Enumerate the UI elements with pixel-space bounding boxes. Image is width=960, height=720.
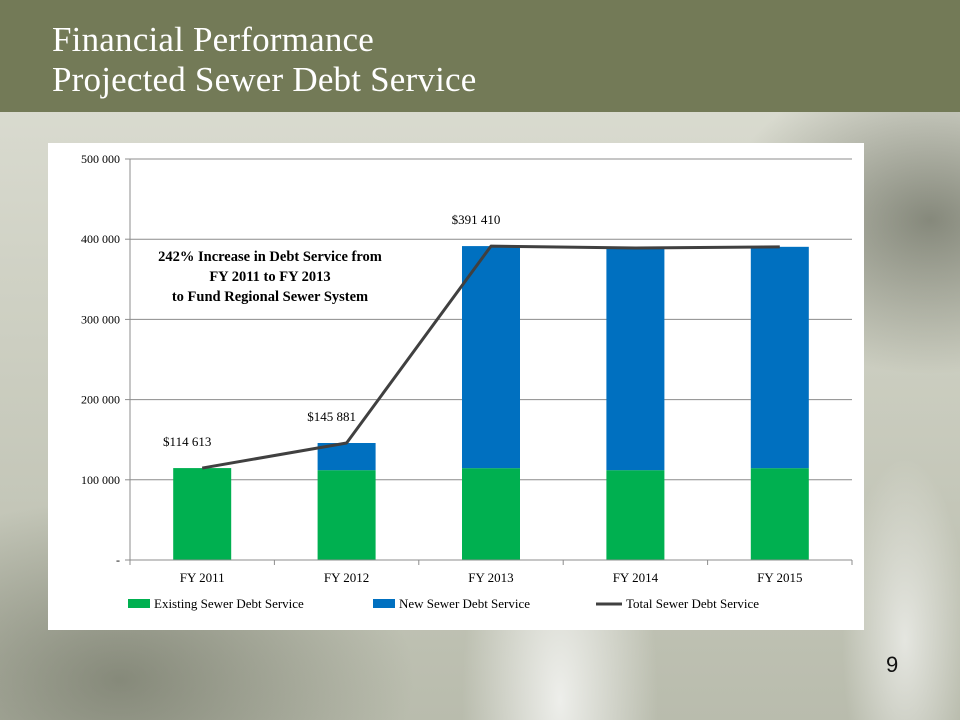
y-tick-label: - xyxy=(116,553,120,567)
legend-label: Existing Sewer Debt Service xyxy=(154,596,304,611)
legend-swatch xyxy=(373,599,395,608)
bar-existing xyxy=(462,468,520,560)
x-tick-label: FY 2015 xyxy=(757,570,802,585)
data-label: $114 613 xyxy=(163,434,211,449)
y-axis: - 100 000 200 000 300 000 400 000 500 000 xyxy=(81,152,131,567)
data-label: $391 410 xyxy=(452,212,501,227)
bars-group xyxy=(173,246,809,560)
annotation-line: to Fund Regional Sewer System xyxy=(172,289,368,305)
legend-label: New Sewer Debt Service xyxy=(399,596,530,611)
bar-new xyxy=(462,246,520,469)
title-line-1: Financial Performance xyxy=(52,20,374,59)
data-labels: $114 613 $145 881 $391 410 xyxy=(163,212,500,449)
annotation-line: FY 2011 to FY 2013 xyxy=(209,269,330,285)
bar-existing xyxy=(750,468,809,560)
y-tick-label: 200 000 xyxy=(81,393,120,407)
legend-swatch xyxy=(128,599,150,608)
debt-service-chart: - 100 000 200 000 300 000 400 000 500 000 FY … xyxy=(81,152,853,611)
annotation-line: 242% Increase in Debt Service from xyxy=(158,249,382,265)
total-line-group xyxy=(201,244,780,470)
slide-title: Financial Performance Projected Sewer De… xyxy=(52,20,476,100)
y-tick-label: 500 000 xyxy=(81,152,120,166)
bar-new xyxy=(750,246,809,469)
y-tick-label: 100 000 xyxy=(81,473,120,487)
x-axis: FY 2011 FY 2012 FY 2013 FY 2014 FY 2015 xyxy=(129,559,853,585)
chart-panel: - 100 000 200 000 300 000 400 000 500 000 FY … xyxy=(48,143,864,630)
x-tick-label: FY 2014 xyxy=(613,570,659,585)
y-tick-label: 400 000 xyxy=(81,232,120,246)
bar-new xyxy=(606,248,665,471)
bar-existing xyxy=(317,470,376,560)
chart-legend: Existing Sewer Debt Service New Sewer Deb… xyxy=(128,596,759,611)
bar-existing xyxy=(606,470,665,560)
data-label: $145 881 xyxy=(307,409,356,424)
x-tick-label: FY 2013 xyxy=(468,570,513,585)
x-tick-label: FY 2011 xyxy=(180,570,225,585)
slide-header: Financial Performance Projected Sewer De… xyxy=(0,0,960,112)
page-number: 9 xyxy=(886,652,899,677)
bar-existing xyxy=(173,468,232,560)
total-debt-service-line xyxy=(201,244,780,470)
title-line-2: Projected Sewer Debt Service xyxy=(52,60,477,99)
chart-annotation: 242% Increase in Debt Service from FY 201… xyxy=(158,249,382,305)
y-tick-label: 300 000 xyxy=(81,312,120,326)
legend-label: Total Sewer Debt Service xyxy=(626,596,759,611)
x-tick-label: FY 2012 xyxy=(324,570,369,585)
